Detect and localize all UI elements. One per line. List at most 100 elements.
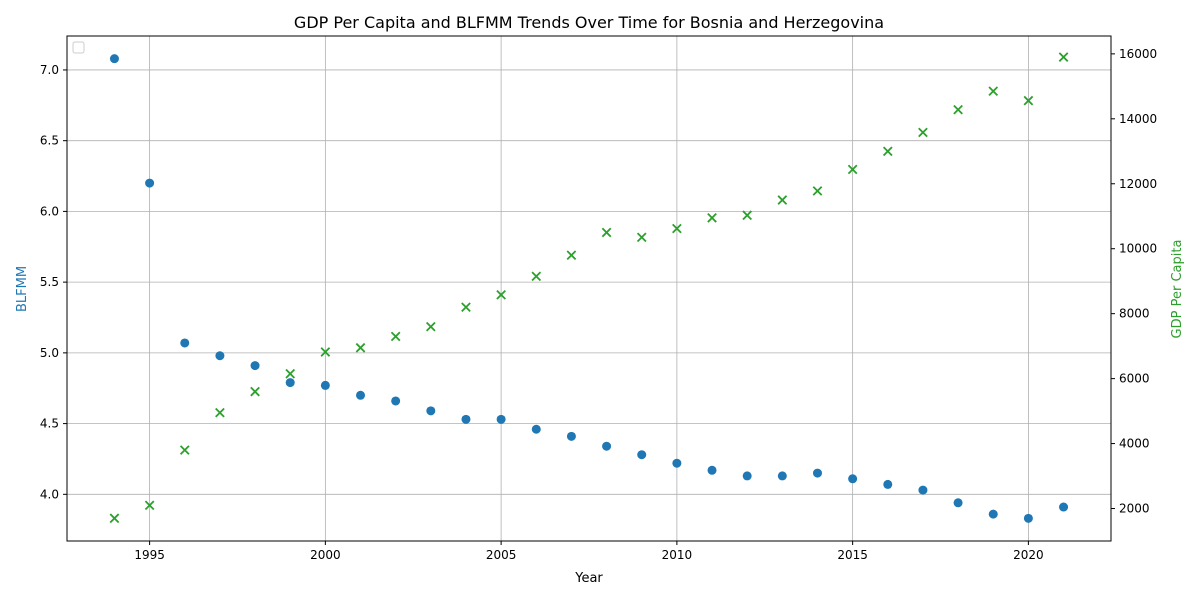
blfmm-point xyxy=(918,485,928,495)
gdp-point xyxy=(355,342,366,353)
gdp-point-stroke xyxy=(179,445,190,455)
blfmm-point xyxy=(461,414,471,424)
blfmm-point xyxy=(742,471,752,481)
y-right-tick-label: 8000 xyxy=(1119,307,1150,321)
blfmm-point xyxy=(215,351,225,361)
gdp-point-stroke xyxy=(425,321,436,332)
gdp-point xyxy=(1023,95,1034,106)
axes: 1995 2000 2005 2010 2015 2020 4.0 4.5 5.0 5.5 6.0 6… xyxy=(40,47,1157,562)
gdp-point-stroke xyxy=(1023,95,1034,106)
gdp-point-stroke xyxy=(531,271,542,282)
gdp-point xyxy=(672,223,682,234)
blfmm-point xyxy=(496,414,506,424)
gdp-point-stroke xyxy=(320,347,331,357)
gdp-point xyxy=(777,195,788,205)
gdp-point xyxy=(144,500,155,511)
chart-title: GDP Per Capita and BLFMM Trends Over Tim… xyxy=(294,13,884,32)
y-right-tick-label: 16000 xyxy=(1119,47,1157,61)
gdp-point-stroke xyxy=(250,386,260,397)
blfmm-point xyxy=(672,458,682,468)
blfmm-point xyxy=(145,178,155,188)
gdp-point-stroke xyxy=(882,146,893,157)
gdp-point xyxy=(707,213,717,223)
blfmm-point xyxy=(356,390,366,400)
gdp-point-stroke xyxy=(918,127,928,138)
gdp-point xyxy=(742,210,753,221)
gdp-point xyxy=(496,289,506,300)
y-right-tick-label: 4000 xyxy=(1119,437,1150,451)
blfmm-point xyxy=(777,471,787,481)
gdp-point xyxy=(601,227,612,238)
x-tick-label: 2015 xyxy=(837,548,868,562)
blfmm-point xyxy=(109,54,119,64)
gdp-point-stroke xyxy=(285,368,296,379)
blfmm-point xyxy=(285,378,295,388)
x-tick-label: 2010 xyxy=(662,548,693,562)
x-tick-label: 1995 xyxy=(134,548,165,562)
y-left-tick-label: 7.0 xyxy=(40,63,59,77)
blfmm-point xyxy=(426,406,436,416)
blfmm-point xyxy=(1023,513,1033,523)
gdp-point xyxy=(812,186,823,196)
y-axis-right-label: GDP Per Capita xyxy=(1170,240,1185,339)
gdp-point-stroke xyxy=(601,227,612,238)
gdp-point-stroke xyxy=(742,210,753,221)
gdp-point-stroke xyxy=(707,213,717,223)
blfmm-point xyxy=(531,424,541,434)
grid-lines xyxy=(67,36,1111,541)
gdp-point-stroke xyxy=(777,195,788,205)
gdp-point-stroke xyxy=(390,331,401,342)
plot-frame xyxy=(66,35,1112,542)
gdp-point-stroke xyxy=(355,342,366,353)
y-left-tick-label: 5.0 xyxy=(40,346,59,360)
blfmm-point xyxy=(391,396,401,406)
x-tick-label: 2020 xyxy=(1013,548,1044,562)
blfmm-point xyxy=(848,474,858,484)
blfmm-point xyxy=(320,380,330,390)
gdp-point-stroke xyxy=(144,500,155,511)
gdp-point-stroke xyxy=(215,407,225,418)
gdp-point-stroke xyxy=(1058,52,1069,62)
x-tick-label: 2000 xyxy=(310,548,341,562)
gdp-point xyxy=(531,271,542,282)
blfmm-point xyxy=(180,338,190,348)
gdp-point xyxy=(425,321,436,332)
y-right-tick-label: 14000 xyxy=(1119,112,1157,126)
y-right-tick-label: 12000 xyxy=(1119,177,1157,191)
gdp-point-stroke xyxy=(109,513,120,524)
gdp-point xyxy=(250,386,260,397)
gdp-point xyxy=(847,164,858,175)
gdp-point-stroke xyxy=(636,232,647,243)
gdp-point xyxy=(988,86,999,97)
gdp-point-stroke xyxy=(496,289,506,300)
y-left-tick-label: 4.5 xyxy=(40,417,59,431)
blfmm-point xyxy=(250,361,260,371)
blfmm-point xyxy=(602,441,612,451)
y-left-tick-label: 6.0 xyxy=(40,204,59,218)
gdp-point xyxy=(390,331,401,342)
gdp-point xyxy=(461,302,471,313)
gdp-point xyxy=(636,232,647,243)
gdp-point xyxy=(215,407,225,418)
gdp-point xyxy=(320,347,331,357)
blfmm-point xyxy=(566,431,576,441)
gdp-point xyxy=(109,513,120,524)
blfmm-point xyxy=(883,479,893,489)
legend xyxy=(72,41,85,54)
gdp-point-stroke xyxy=(847,164,858,175)
gdp-point xyxy=(285,368,296,379)
y-axis-left-label: BLFMM xyxy=(15,266,30,312)
y-left-tick-label: 5.5 xyxy=(40,275,59,289)
gdp-point xyxy=(918,127,928,138)
gdp-point xyxy=(882,146,893,157)
blfmm-point xyxy=(953,498,963,508)
x-axis-label: Year xyxy=(574,571,603,586)
y-right-tick-label: 6000 xyxy=(1119,372,1150,386)
y-right-tick-label: 2000 xyxy=(1119,502,1150,516)
gdp-point xyxy=(1058,52,1069,62)
gdp-point-stroke xyxy=(461,302,471,313)
gdp-point xyxy=(179,445,190,455)
y-right-tick-label: 10000 xyxy=(1119,242,1157,256)
